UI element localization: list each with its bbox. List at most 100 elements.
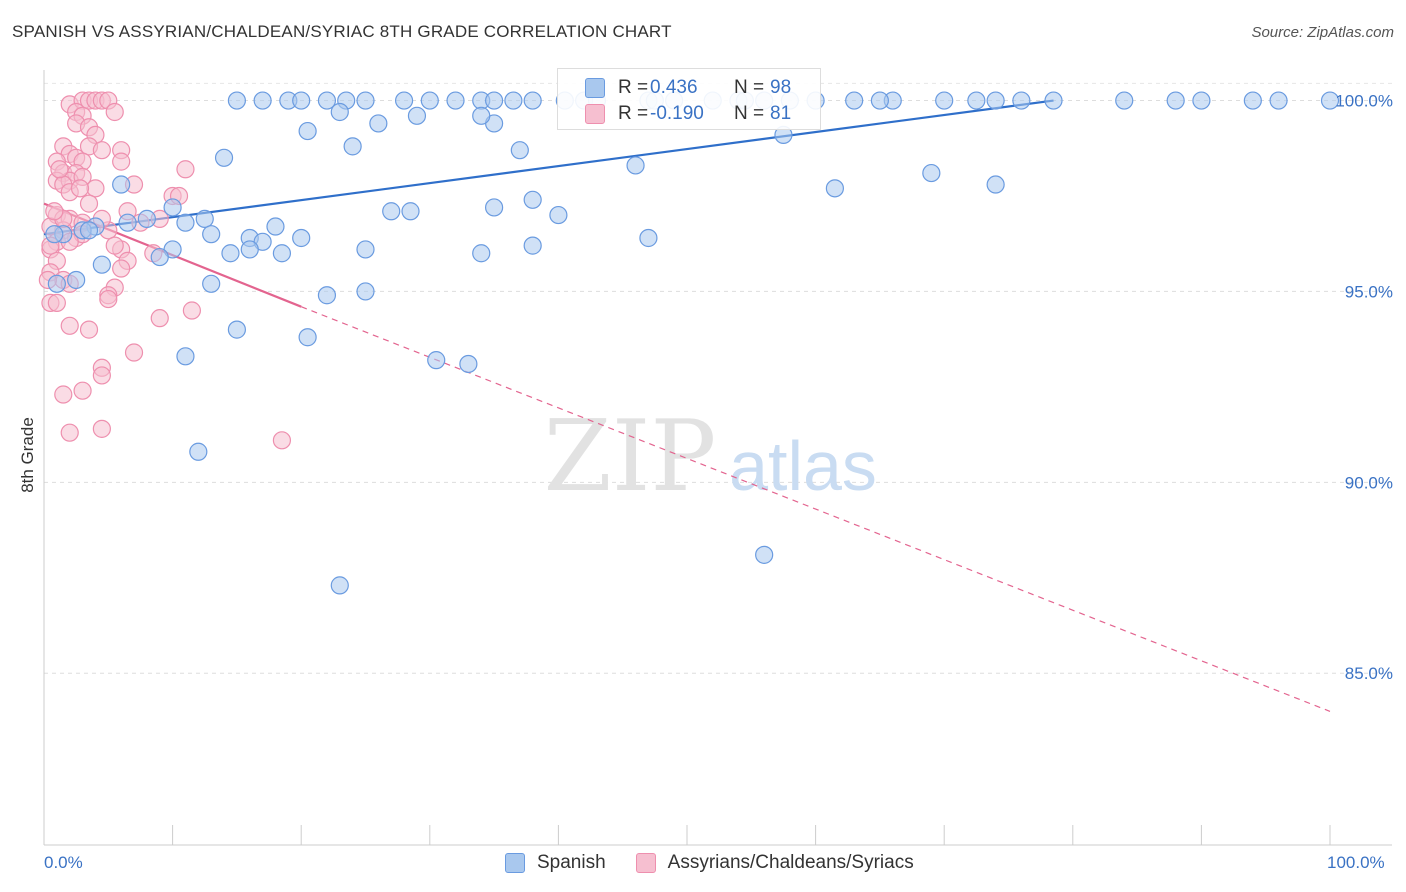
assyrian-point [86, 179, 105, 198]
spanish-point [298, 121, 317, 141]
assyrian-point [99, 289, 118, 309]
spanish-point [935, 91, 954, 110]
spanish-point [504, 91, 523, 110]
assyrian-point [92, 141, 111, 160]
spanish-point [967, 91, 986, 110]
bottom-legend: Spanish Assyrians/Chaldeans/Syriacs [505, 852, 944, 874]
assyrian-point [45, 202, 64, 221]
legend-item-spanish[interactable]: Spanish [505, 852, 606, 874]
spanish-point [356, 282, 375, 301]
assyrian-point [92, 366, 111, 385]
spanish-point [176, 347, 195, 366]
assyrian-point [60, 423, 79, 442]
spanish-point [272, 244, 292, 263]
spanish-swatch [505, 853, 525, 873]
spanish-point [549, 205, 568, 225]
spanish-point [986, 91, 1005, 110]
assyrian-point [47, 293, 66, 312]
spanish-point [356, 91, 375, 110]
spanish-point [79, 221, 99, 240]
spanish-point [195, 209, 214, 228]
grid [44, 82, 1392, 674]
n-label: N = [734, 103, 765, 124]
spanish-point [202, 274, 221, 293]
assyrian-swatch [585, 104, 605, 124]
spanish-point [137, 209, 156, 228]
spanish-point [485, 198, 504, 217]
n-value: 98 [770, 77, 792, 98]
spanish-point [292, 91, 311, 110]
n-label: N = [734, 77, 765, 98]
spanish-point [221, 244, 240, 263]
spanish-point [922, 163, 941, 183]
chart-title: SPANISH VS ASSYRIAN/CHALDEAN/SYRIAC 8TH … [12, 22, 672, 41]
y-tick-label: 85.0% [1345, 664, 1393, 683]
spanish-point [1243, 91, 1262, 110]
spanish-point [176, 213, 195, 232]
spanish-point [1115, 91, 1134, 110]
spanish-point [407, 106, 427, 125]
spanish-point [292, 228, 311, 248]
spanish-point [510, 141, 529, 160]
spanish-point [1044, 91, 1063, 110]
spanish-point [67, 270, 86, 290]
spanish-point [369, 114, 388, 133]
assyrian-point [124, 343, 144, 362]
spanish-trend-line [43, 99, 1054, 236]
y-tick-labels: 85.0% 90.0% 95.0% 100.0% [1335, 92, 1393, 684]
legend-label-assyrian: Assyrians/Chaldeans/Syriacs [667, 852, 914, 873]
y-tick-label: 90.0% [1345, 473, 1393, 492]
watermark: ZIP atlas [544, 400, 877, 514]
assyrian-trend-extension [300, 306, 1331, 712]
watermark-atlas: atlas [729, 427, 877, 505]
assyrian-point [105, 236, 124, 255]
spanish-point [330, 102, 349, 122]
spanish-point [214, 148, 234, 167]
r-value: 0.436 [650, 77, 698, 98]
spanish-point [189, 442, 208, 461]
axes [43, 70, 1392, 846]
spanish-point [47, 274, 66, 293]
assyrian-point [112, 152, 131, 171]
spanish-point [986, 175, 1005, 194]
data-points [38, 91, 1340, 595]
spanish-point [266, 217, 285, 236]
assyrian-point [105, 102, 124, 122]
spanish-point [472, 106, 491, 125]
spanish-point [343, 137, 362, 156]
spanish-point [401, 202, 420, 221]
spanish-point [163, 198, 182, 217]
assyrian-point [60, 316, 79, 335]
legend-item-assyrian[interactable]: Assyrians/Chaldeans/Syriacs [635, 852, 914, 874]
assyrian-point [176, 160, 195, 179]
spanish-point [626, 156, 645, 175]
assyrian-point [150, 309, 169, 328]
spanish-point [112, 175, 131, 194]
assyrian-point [182, 301, 201, 320]
spanish-point [150, 247, 169, 267]
assyrian-point [54, 385, 73, 404]
assyrian-point [70, 179, 90, 198]
spanish-point [118, 213, 137, 232]
spanish-point [523, 236, 542, 255]
spanish-point [1012, 91, 1031, 110]
spanish-point [472, 244, 491, 263]
n-value: 81 [770, 103, 792, 124]
watermark-zip: ZIP [544, 400, 717, 514]
assyrian-swatch [635, 853, 656, 873]
y-tick-label: 95.0% [1345, 282, 1393, 301]
spanish-swatch [585, 78, 605, 98]
spanish-point [240, 240, 259, 259]
spanish-point [420, 91, 439, 110]
spanish-point [485, 91, 504, 110]
spanish-point [459, 354, 478, 374]
spanish-point [639, 228, 658, 248]
spanish-point [427, 351, 446, 370]
spanish-point [1320, 91, 1340, 110]
stats-legend: R = 0.436 N = 98 R = -0.190 N = 81 [557, 68, 821, 130]
spanish-point [227, 320, 246, 339]
spanish-point [330, 576, 349, 595]
x-tick-label-max: 100.0% [1327, 853, 1385, 872]
assyrian-point [112, 259, 131, 278]
